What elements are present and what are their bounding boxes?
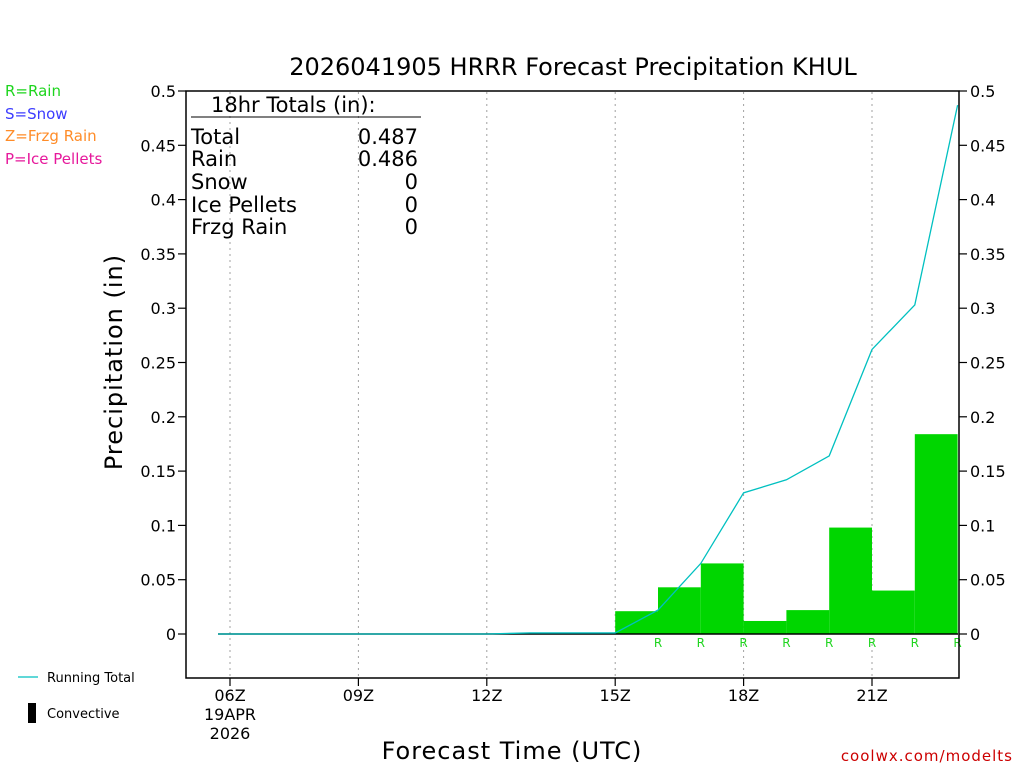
- y-tick-label-right-0.2: 0.2: [970, 408, 995, 427]
- bars-layer: [615, 434, 958, 634]
- y-tick-label-left-0.2: 0.2: [151, 408, 176, 427]
- precip-type-18z: R: [739, 636, 747, 650]
- type-legend: R=Rain S=Snow Z=Frzg Rain P=Ice Pellets: [5, 82, 102, 168]
- type-legend-snow: S=Snow: [5, 105, 68, 123]
- precip-type-17z: R: [697, 636, 705, 650]
- precip-type-20z: R: [825, 636, 833, 650]
- precip-type-22z: R: [911, 636, 919, 650]
- type-legend-frzg-rain: Z=Frzg Rain: [5, 127, 97, 145]
- x-tick-label-12Z: 12Z: [471, 686, 502, 705]
- precip-type-19z: R: [782, 636, 790, 650]
- y-tick-label-left-0.25: 0.25: [140, 354, 176, 373]
- running-total-legend-label: Running Total: [47, 671, 135, 686]
- totals-label-frzg-rain: Frzg Rain: [191, 215, 287, 239]
- totals-label-ice-pellets: Ice Pellets: [191, 193, 297, 217]
- x-axis-label: Forecast Time (UTC): [382, 737, 643, 765]
- convective-legend-label: Convective: [47, 707, 120, 722]
- totals-label-snow: Snow: [191, 170, 248, 194]
- running-total-line: [218, 104, 959, 635]
- x-tick-label-09Z: 09Z: [343, 686, 374, 705]
- y-axis-label: Precipitation (in): [100, 254, 128, 470]
- y-tick-label-left-0.5: 0.5: [151, 82, 176, 101]
- precip-bar-19z: [743, 620, 787, 634]
- chart-title: 2026041905 HRRR Forecast Precipitation K…: [289, 53, 857, 81]
- totals-value-total: 0.487: [358, 125, 418, 149]
- y-ticks-layer: 0 00.05 0.050.1 0.10.15 0.150.2 0.20.25 0.250.…: [140, 82, 1005, 644]
- precip-bar-17z: [658, 587, 701, 634]
- y-tick-label-left-0.15: 0.15: [140, 462, 176, 481]
- y-tick-label-right-0.05: 0.05: [970, 571, 1006, 590]
- y-tick-label-left-0.3: 0.3: [151, 299, 176, 318]
- bottom-legend: Running Total Convective: [18, 671, 135, 723]
- totals-label-total: Total: [190, 125, 240, 149]
- precip-bar-20z: [786, 610, 830, 634]
- y-tick-label-right-0.15: 0.15: [970, 462, 1006, 481]
- totals-value-frzg-rain: 0: [405, 215, 418, 239]
- x-tick-label-21Z: 21Z: [856, 686, 887, 705]
- x-date-label-line1: 19APR: [204, 705, 256, 724]
- totals-label-rain: Rain: [191, 147, 237, 171]
- grid-layer: [229, 92, 873, 677]
- precip-bar-18z: [700, 563, 744, 634]
- y-tick-label-left-0.35: 0.35: [140, 245, 176, 264]
- totals-header: 18hr Totals (in):: [211, 93, 376, 117]
- precip-bar-23z: [914, 434, 958, 634]
- running-total-layer: [218, 104, 959, 635]
- x-tick-label-06Z: 06Z: [214, 686, 245, 705]
- y-tick-label-right-0.25: 0.25: [970, 354, 1006, 373]
- y-tick-label-left-0.4: 0.4: [151, 191, 176, 210]
- precip-type-23z: R: [953, 636, 961, 650]
- y-tick-label-right-0.45: 0.45: [970, 136, 1006, 155]
- y-tick-label-right-0.4: 0.4: [970, 191, 995, 210]
- totals-value-rain: 0.486: [358, 147, 418, 171]
- y-tick-label-right-0.1: 0.1: [970, 516, 995, 535]
- convective-legend-swatch: [28, 703, 36, 723]
- y-tick-label-right-0.5: 0.5: [970, 82, 995, 101]
- precip-type-16z: R: [654, 636, 662, 650]
- precip-bar-22z: [872, 590, 915, 634]
- credit-text: coolwx.com/modelts: [841, 747, 1013, 765]
- precip-bar-16z: [615, 611, 658, 634]
- y-tick-label-left-0.05: 0.05: [140, 571, 176, 590]
- y-tick-label-left-0.1: 0.1: [151, 516, 176, 535]
- precip-type-21z: R: [868, 636, 876, 650]
- totals-value-snow: 0: [405, 170, 418, 194]
- y-tick-label-right-0.35: 0.35: [970, 245, 1006, 264]
- x-date-label-line2: 2026: [210, 724, 251, 743]
- totals-box: 18hr Totals (in): Total 0.487 Rain 0.486…: [190, 93, 421, 239]
- y-tick-label-right-0.3: 0.3: [970, 299, 995, 318]
- y-tick-label-left-0: 0: [166, 625, 176, 644]
- x-tick-label-15Z: 15Z: [600, 686, 631, 705]
- type-legend-rain: R=Rain: [5, 82, 61, 100]
- y-tick-label-right-0: 0: [970, 625, 980, 644]
- precip-bar-21z: [829, 527, 872, 634]
- x-tick-label-18Z: 18Z: [728, 686, 759, 705]
- type-legend-ice-pellets: P=Ice Pellets: [5, 150, 102, 168]
- plot-frame: [185, 90, 960, 679]
- totals-value-ice-pellets: 0: [405, 193, 418, 217]
- y-tick-label-left-0.45: 0.45: [140, 136, 176, 155]
